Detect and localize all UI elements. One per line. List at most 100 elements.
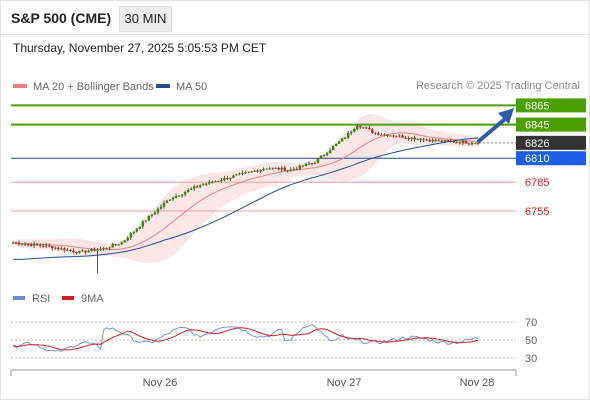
candle-body bbox=[87, 251, 90, 253]
rsi-tick-50: 50 bbox=[525, 335, 537, 347]
candle-body bbox=[57, 247, 60, 250]
candle-body bbox=[262, 168, 265, 170]
datetime-text: Thursday, November 27, 2025 5:05:53 PM C… bbox=[13, 41, 267, 55]
candle-body bbox=[259, 169, 262, 172]
candle-body bbox=[144, 220, 148, 222]
legend-ma20-swatch bbox=[13, 84, 27, 89]
candle-body bbox=[256, 170, 259, 172]
candle-body bbox=[105, 247, 108, 249]
candle-body bbox=[316, 158, 320, 164]
candle-body bbox=[274, 167, 277, 169]
candle-body bbox=[322, 155, 326, 157]
candle-body bbox=[356, 125, 359, 130]
copyright-text: Research © 2025 Trading Central bbox=[415, 80, 580, 92]
forecast-arrow-icon bbox=[477, 108, 514, 143]
candle-body bbox=[183, 192, 187, 195]
candle-body bbox=[467, 143, 471, 145]
level-tag-6865 bbox=[516, 98, 586, 113]
candle-body bbox=[377, 133, 380, 135]
candle-body bbox=[211, 181, 214, 183]
candle-body bbox=[265, 168, 268, 170]
rsi-line bbox=[12, 324, 479, 353]
candle-body bbox=[165, 200, 169, 204]
bollinger-band bbox=[13, 113, 478, 264]
candle-body bbox=[328, 150, 332, 154]
candle-body bbox=[334, 143, 338, 147]
candle-body bbox=[313, 163, 317, 165]
candle-body bbox=[362, 127, 365, 129]
candle-body bbox=[217, 180, 220, 182]
candle-body bbox=[132, 231, 135, 234]
candle-body bbox=[374, 132, 377, 134]
level-tag-6845 bbox=[516, 117, 586, 132]
candle-body bbox=[54, 247, 57, 249]
candle-body bbox=[99, 248, 102, 250]
level-label-6865: 6865 bbox=[525, 100, 549, 112]
candle-body bbox=[365, 127, 368, 129]
candle-body bbox=[102, 247, 105, 249]
candle-body bbox=[383, 134, 386, 136]
candle-body bbox=[340, 138, 344, 142]
candle-body bbox=[343, 137, 347, 139]
candle-body bbox=[186, 189, 190, 193]
candle-body bbox=[180, 194, 184, 196]
candle-body bbox=[23, 244, 27, 246]
legend-ma50-label: MA 50 bbox=[176, 81, 208, 93]
candle-body bbox=[66, 249, 69, 251]
candle-body bbox=[238, 173, 241, 175]
candle-body bbox=[123, 240, 126, 243]
levels-layer bbox=[11, 104, 516, 212]
candle-body bbox=[473, 143, 477, 145]
candle-body bbox=[386, 134, 389, 137]
candle-body bbox=[346, 133, 350, 138]
candle-body bbox=[268, 168, 271, 170]
candle-body bbox=[38, 244, 42, 246]
candle-body bbox=[455, 142, 459, 144]
candle-body bbox=[84, 250, 87, 253]
candle-body bbox=[434, 139, 437, 142]
candle-body bbox=[295, 168, 299, 170]
candle-body bbox=[446, 140, 450, 142]
legend-ma20-label: MA 20 + Bollinger Bands bbox=[33, 81, 154, 93]
instrument-title: S&P 500 (CME) bbox=[11, 10, 112, 26]
candle-body bbox=[247, 171, 250, 173]
candle-body bbox=[422, 139, 425, 141]
candle-body bbox=[195, 186, 199, 188]
candle-body bbox=[174, 195, 178, 198]
timeframe-button[interactable]: 30 MIN bbox=[119, 6, 172, 32]
candle-body bbox=[192, 186, 196, 189]
candle-body bbox=[410, 137, 413, 139]
candle-body bbox=[458, 142, 462, 144]
candle-body bbox=[171, 197, 175, 200]
candle-body bbox=[359, 125, 362, 128]
header: S&P 500 (CME) 30 MIN bbox=[0, 0, 590, 35]
candle-body bbox=[280, 167, 283, 170]
candle-body bbox=[81, 250, 84, 252]
candle-body bbox=[307, 163, 311, 165]
candle-body bbox=[26, 244, 30, 246]
candle-body bbox=[11, 242, 15, 244]
candle-body bbox=[69, 249, 72, 251]
candle-body bbox=[398, 135, 401, 137]
ma50-line bbox=[12, 137, 479, 260]
candle-body bbox=[461, 140, 465, 144]
candle-body bbox=[75, 252, 78, 254]
candle-body bbox=[368, 127, 371, 130]
candle-body bbox=[371, 129, 374, 133]
level-label-6785: 6785 bbox=[525, 177, 549, 189]
x-label-nov26: Nov 26 bbox=[143, 377, 178, 389]
candle-body bbox=[20, 244, 24, 246]
rsi-ma-legend-label: 9MA bbox=[81, 293, 104, 305]
candle-body bbox=[108, 247, 111, 249]
candle-body bbox=[63, 248, 66, 251]
candle-body bbox=[319, 155, 323, 159]
candle-body bbox=[325, 153, 329, 156]
candle-body bbox=[250, 171, 253, 173]
candle-body bbox=[395, 136, 398, 138]
candle-body bbox=[337, 141, 341, 144]
candle-body bbox=[292, 168, 296, 170]
last-price-label: 6826 bbox=[525, 138, 549, 150]
candles-layer bbox=[11, 124, 480, 274]
rsi-tick-70: 70 bbox=[525, 317, 537, 329]
